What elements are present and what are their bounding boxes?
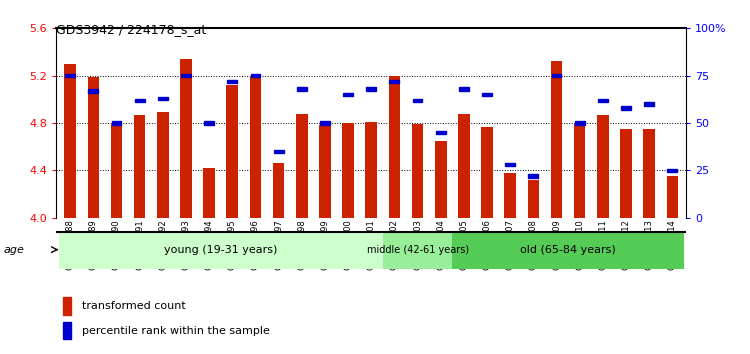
Bar	[158, 97, 168, 100]
Bar	[62, 322, 70, 339]
Bar	[644, 102, 654, 106]
Bar	[551, 74, 562, 78]
Bar	[382, 232, 452, 269]
Bar	[505, 173, 516, 218]
Bar	[458, 114, 470, 218]
Bar	[58, 232, 382, 269]
Bar	[88, 77, 99, 218]
Bar	[203, 168, 215, 218]
Bar	[529, 174, 538, 178]
Text: middle (42-61 years): middle (42-61 years)	[367, 245, 469, 255]
Bar	[644, 129, 655, 218]
Text: young (19-31 years): young (19-31 years)	[164, 245, 278, 255]
Bar	[227, 80, 237, 83]
Bar	[297, 87, 307, 91]
Bar	[482, 127, 493, 218]
Bar	[157, 112, 169, 218]
Bar	[527, 180, 539, 218]
Bar	[204, 121, 214, 125]
Text: age: age	[4, 245, 25, 256]
Bar	[135, 98, 145, 102]
Text: GDS3942 / 224178_s_at: GDS3942 / 224178_s_at	[56, 23, 206, 36]
Bar	[667, 176, 678, 218]
Bar	[366, 87, 376, 91]
Bar	[506, 163, 515, 166]
Bar	[88, 89, 98, 93]
Bar	[250, 76, 261, 218]
Bar	[459, 87, 469, 91]
Bar	[435, 141, 446, 218]
Bar	[320, 121, 330, 125]
Bar	[296, 114, 307, 218]
Bar	[365, 122, 377, 218]
Bar	[550, 62, 562, 218]
Bar	[64, 64, 76, 218]
Bar	[413, 98, 422, 102]
Bar	[226, 85, 238, 218]
Bar	[65, 74, 75, 78]
Bar	[482, 93, 492, 96]
Text: transformed count: transformed count	[82, 301, 186, 311]
Bar	[344, 93, 353, 96]
Bar	[621, 106, 631, 110]
Bar	[273, 163, 284, 218]
Bar	[574, 124, 586, 218]
Bar	[574, 121, 585, 125]
Bar	[389, 80, 399, 83]
Bar	[111, 124, 122, 218]
Bar	[320, 125, 331, 218]
Bar	[134, 115, 146, 218]
Bar	[274, 150, 284, 153]
Bar	[342, 123, 354, 218]
Bar	[180, 59, 192, 218]
Bar	[388, 76, 400, 218]
Bar	[598, 98, 608, 102]
Bar	[181, 74, 191, 78]
Text: percentile rank within the sample: percentile rank within the sample	[82, 326, 270, 336]
Bar	[452, 232, 684, 269]
Bar	[62, 297, 70, 315]
Bar	[620, 129, 632, 218]
Text: old (65-84 years): old (65-84 years)	[520, 245, 616, 255]
Bar	[597, 115, 609, 218]
Bar	[412, 124, 423, 218]
Bar	[251, 74, 260, 78]
Bar	[436, 131, 445, 134]
Bar	[112, 121, 122, 125]
Bar	[668, 169, 677, 172]
